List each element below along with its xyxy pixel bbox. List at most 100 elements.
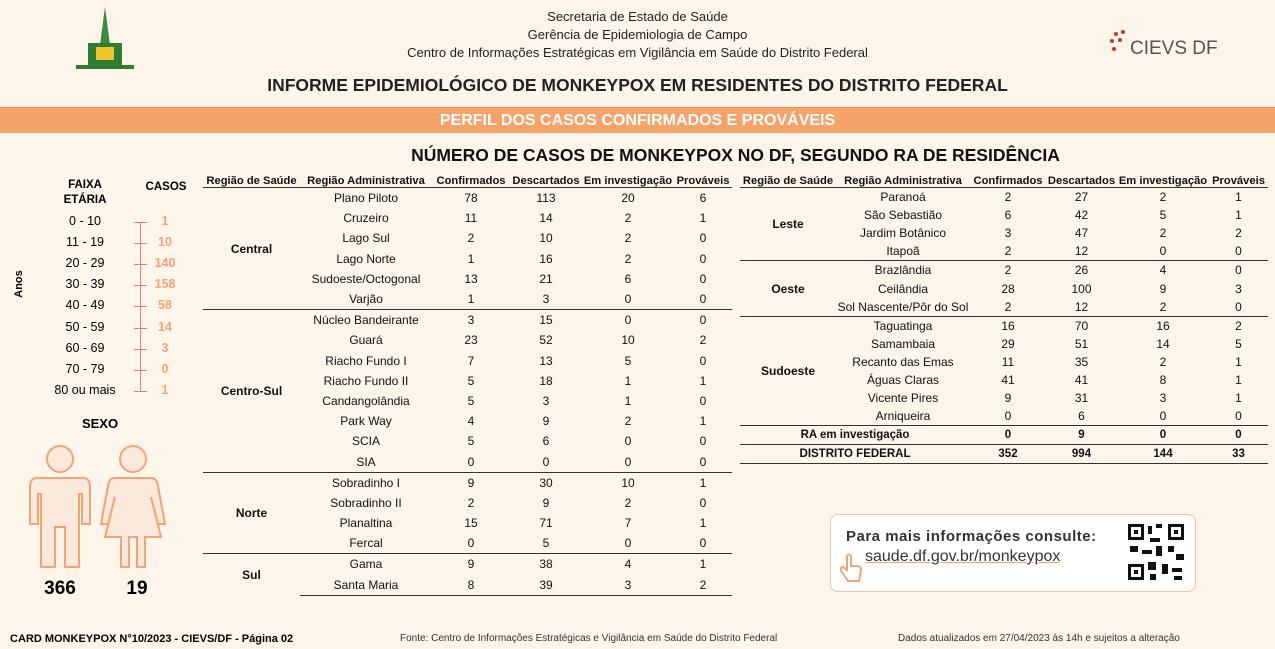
column-header: Região Administrativa bbox=[300, 175, 432, 188]
value-cell: 0 bbox=[542, 454, 550, 469]
value-cell: 1 bbox=[467, 251, 475, 266]
value-cell: 2 bbox=[467, 495, 475, 510]
column-header: Em investigação bbox=[582, 175, 674, 188]
value-cell: 2 bbox=[699, 333, 707, 348]
value-cell: 2 bbox=[624, 414, 632, 429]
sex-value: 366 bbox=[44, 578, 76, 599]
ra-cell: Núcleo Bandeirante bbox=[300, 309, 432, 331]
footer-updated: Dados atualizados em 27/04/2023 às 14h e… bbox=[898, 633, 1180, 644]
table-row: Riacho Fundo II 5 18 1 1 bbox=[203, 371, 732, 391]
column-header: Região de Saúde bbox=[203, 175, 300, 188]
value-cell: 13 bbox=[539, 353, 553, 368]
table-row: Guará 23 52 10 2 bbox=[203, 330, 732, 350]
value-cell: 2 bbox=[1159, 299, 1167, 314]
table-row: Lago Sul 2 10 2 0 bbox=[203, 228, 732, 248]
info-link[interactable]: saude.df.gov.br/monkeypox bbox=[865, 548, 1061, 565]
ra-cell: Varjão bbox=[349, 292, 383, 307]
value-cell: 0 bbox=[1235, 244, 1242, 259]
value-cell: 2 bbox=[624, 231, 632, 246]
value-cell: 4 bbox=[582, 553, 674, 575]
value-cell: 0 bbox=[624, 454, 632, 469]
ra-cell: Planaltina bbox=[339, 516, 393, 531]
ra-cell: Itapoã bbox=[886, 244, 920, 259]
value-cell: 0 bbox=[1209, 260, 1268, 280]
info-text: Para mais informações consulte: bbox=[846, 528, 1097, 545]
table-row: São Sebastião 6 42 5 1 bbox=[740, 206, 1268, 224]
value-cell: 2 bbox=[624, 495, 632, 510]
ra-cell: Arniqueira bbox=[875, 409, 931, 424]
age-value: 0 bbox=[161, 361, 169, 376]
age-value: 1 bbox=[161, 214, 169, 228]
value-cell: 2 bbox=[1159, 354, 1167, 369]
value-cell: 6 bbox=[1078, 409, 1085, 424]
ra-cell: Vicente Pires bbox=[867, 391, 939, 406]
total-value: 994 bbox=[1046, 444, 1117, 465]
value-cell: 5 bbox=[1235, 336, 1242, 351]
region-cell: Oeste bbox=[740, 260, 836, 317]
value-cell: 15 bbox=[464, 516, 478, 531]
ra-cell: Paranoá bbox=[880, 190, 926, 205]
table-row: Cruzeiro 11 14 2 1 bbox=[203, 208, 732, 228]
main-title: INFORME EPIDEMIOLÓGICO DE MONKEYPOX EM R… bbox=[267, 75, 1008, 95]
value-cell: 18 bbox=[539, 373, 553, 388]
age-label: 40 - 49 bbox=[65, 298, 105, 313]
header-line: Centro de Informações Estratégicas em Vi… bbox=[407, 45, 868, 60]
value-cell: 2 bbox=[624, 211, 632, 226]
value-cell: 23 bbox=[464, 333, 478, 348]
value-cell: 27 bbox=[1074, 190, 1089, 205]
ra-cell: Gama bbox=[300, 553, 432, 575]
value-cell: 51 bbox=[1074, 336, 1089, 351]
value-cell: 47 bbox=[1074, 226, 1089, 241]
column-header: Região de Saúde bbox=[740, 175, 836, 188]
header-row: Região de Saúde Região Administrativa Conf… bbox=[203, 175, 732, 188]
value-cell: 4 bbox=[1117, 260, 1209, 280]
value-cell: 9 bbox=[1159, 281, 1167, 296]
age-axis-label: Anos bbox=[12, 270, 25, 298]
column-header: Prováveis bbox=[1209, 175, 1268, 188]
ra-cell: Guará bbox=[349, 333, 383, 348]
value-cell: 3 bbox=[542, 292, 550, 307]
table-row: Varjão 1 3 0 0 bbox=[203, 289, 732, 310]
value-cell: 16 bbox=[539, 251, 553, 266]
value-cell: 0 bbox=[699, 536, 707, 551]
value-cell: 8 bbox=[432, 574, 510, 596]
value-cell: 2 bbox=[1004, 244, 1012, 259]
ra-cell: Candangolândia bbox=[322, 393, 410, 408]
value-cell: 2 bbox=[1159, 190, 1167, 205]
value-cell: 113 bbox=[536, 191, 556, 206]
table-row: Oeste Brazlândia 2 26 4 0 bbox=[740, 260, 1268, 317]
ra-cell: Sobradinho I bbox=[300, 471, 432, 493]
age-tick bbox=[134, 327, 147, 329]
total-row: RA em investigação 0 9 0 0 bbox=[740, 425, 1268, 445]
total-value: 144 bbox=[1117, 444, 1209, 465]
ra-cell: Riacho Fundo II bbox=[323, 373, 409, 388]
value-cell: 2 bbox=[1004, 299, 1012, 314]
value-cell: 10 bbox=[621, 333, 635, 348]
value-cell: 3 bbox=[542, 393, 550, 408]
value-cell: 71 bbox=[539, 516, 553, 531]
footer-source: Fonte: Centro de Informações Estratégica… bbox=[400, 633, 778, 644]
sex-icons bbox=[29, 445, 167, 568]
value-cell: 10 bbox=[539, 231, 553, 246]
table-row: Park Way 4 9 2 1 bbox=[203, 411, 732, 431]
age-tick bbox=[134, 243, 147, 245]
table-row: Arniqueira 0 6 0 0 bbox=[740, 407, 1268, 426]
age-value: 1 bbox=[161, 382, 169, 397]
value-cell: 9 bbox=[1004, 391, 1012, 406]
ra-cell: Riacho Fundo I bbox=[325, 353, 407, 368]
value-cell: 26 bbox=[1046, 260, 1117, 280]
value-cell: 11 bbox=[1001, 354, 1015, 369]
total-value: 0 bbox=[1117, 425, 1209, 445]
value-cell: 2 bbox=[1159, 226, 1167, 241]
value-cell: 1 bbox=[674, 553, 732, 575]
ra-cell: Brazlândia bbox=[836, 260, 970, 280]
value-cell: 4 bbox=[467, 414, 475, 429]
ra-cell: Cruzeiro bbox=[343, 211, 389, 226]
table-row: Sol Nascente/Pôr do Sol 2 12 2 0 bbox=[740, 298, 1268, 317]
ra-cell: Park Way bbox=[340, 414, 392, 429]
table-row: Santa Maria 8 39 3 2 bbox=[203, 574, 732, 596]
value-cell: 0 bbox=[1159, 409, 1167, 424]
ra-cell: Recanto das Emas bbox=[852, 354, 954, 369]
value-cell: 0 bbox=[624, 292, 632, 307]
column-header: Descartados bbox=[1046, 175, 1117, 188]
